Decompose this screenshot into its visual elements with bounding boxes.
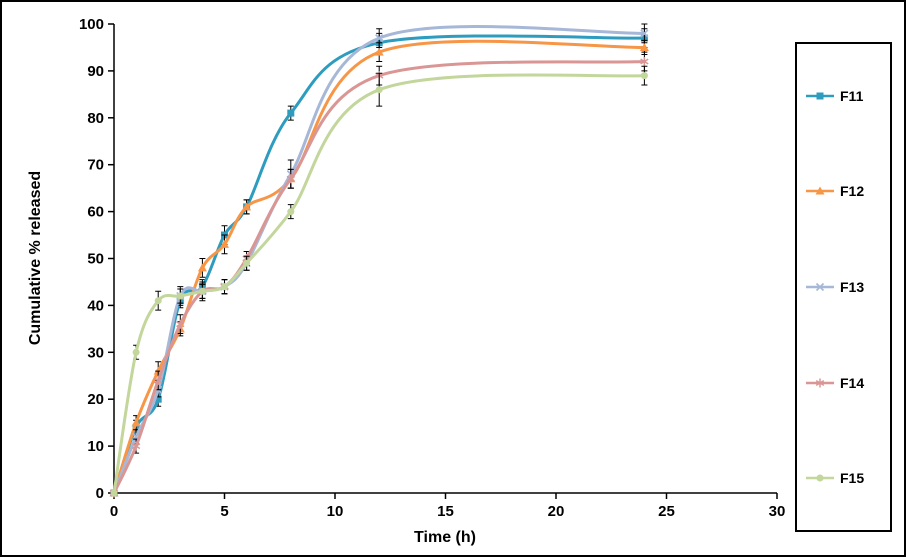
series-marker [131,441,141,451]
y-tick-label: 70 [87,157,104,174]
legend-item-f13: F13 [804,279,890,295]
series-marker [153,375,163,385]
y-axis-title: Cumulative % released [27,170,44,346]
legend-item-f12: F12 [804,183,890,199]
y-tick-label: 90 [87,63,104,80]
y-tick-label: 10 [87,438,104,455]
x-tick-label: 10 [327,503,344,520]
x-tick-label: 25 [658,503,675,520]
series-marker [375,33,384,43]
legend-label-f13: F13 [840,278,865,295]
series-marker [286,174,296,184]
series-marker [815,282,825,292]
series-line [112,39,646,495]
y-tick-label: 20 [87,391,104,408]
series-marker [154,297,162,305]
legend-marker-f11 [806,92,834,100]
series-marker [287,208,295,216]
series-marker [243,259,251,267]
legend-label-f15: F15 [840,470,865,487]
series-marker [131,418,141,427]
legend-label-f14: F14 [840,374,865,391]
series-marker [816,474,824,482]
legend: F11 F12 F13 F14 F15 [795,42,892,532]
legend-item-f14: F14 [804,375,890,391]
series-marker [220,239,229,248]
series-marker [815,378,825,388]
series-marker [640,72,648,80]
series-marker [176,292,184,300]
legend-label-f12: F12 [840,183,865,200]
y-tick-label: 100 [79,16,104,33]
series-marker [154,395,162,403]
series-marker [375,86,383,94]
series-marker [176,319,185,329]
series-marker [816,92,824,100]
y-tick-label: 0 [96,485,104,502]
series-marker [197,263,207,272]
series-marker [110,489,118,497]
series-marker [640,29,649,38]
y-tick-label: 50 [87,251,104,268]
x-tick-label: 15 [437,503,454,520]
x-tick-label: 20 [548,503,565,520]
series-marker [242,202,252,211]
series-marker [132,348,140,356]
series-marker [374,47,384,56]
series-marker [198,287,206,295]
series-marker [287,109,295,117]
series-f14 [109,51,649,498]
series-f12 [109,39,649,497]
legend-label-f11: F11 [840,87,864,104]
legend-marker-f13 [806,282,834,292]
series-marker [640,57,649,66]
series-marker [221,283,228,291]
y-tick-label: 60 [87,204,104,221]
y-tick-label: 40 [87,297,104,314]
x-tick-label: 30 [769,503,786,520]
x-axis-title: Time (h) [414,529,476,546]
legend-marker-f15 [806,474,834,482]
series-line [112,73,646,495]
x-tick-label: 0 [110,503,118,520]
legend-marker-f14 [806,378,834,388]
legend-item-f15: F15 [804,470,890,486]
x-tick-label: 5 [220,503,228,520]
legend-marker-f12 [806,186,834,195]
y-tick-label: 80 [87,110,104,127]
series-marker [639,43,649,51]
series-line [112,60,646,495]
axes: 0 5 10 15 20 25 30 0 10 20 30 40 50 60 70 80 90 100 [79,16,785,520]
legend-item-f11: F11 [804,88,890,104]
series-marker [815,186,825,195]
y-tick-label: 30 [87,344,104,361]
series-f15 [110,65,648,497]
